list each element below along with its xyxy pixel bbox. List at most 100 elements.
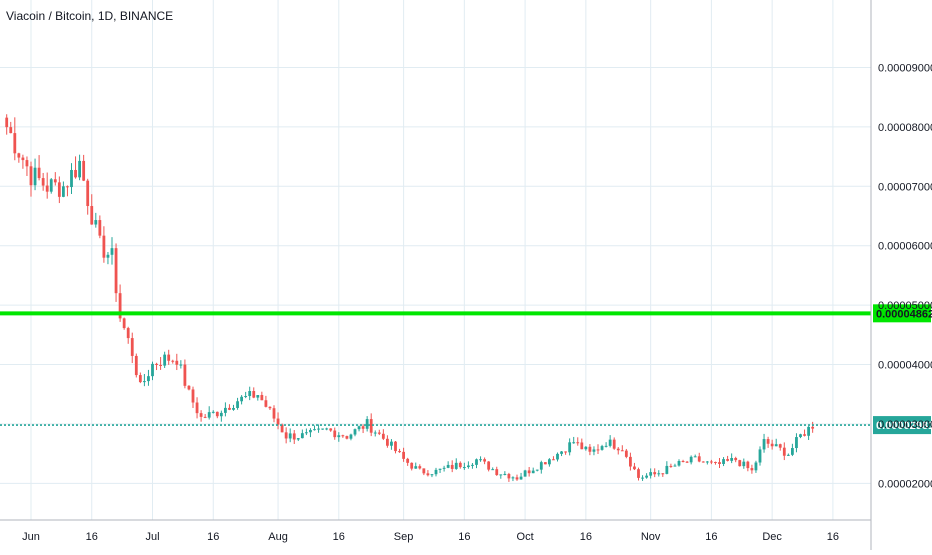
- candle-body: [175, 360, 179, 365]
- candle-body: [118, 293, 122, 319]
- candle-body: [353, 429, 357, 435]
- candle-body: [37, 167, 41, 179]
- candle-body: [94, 220, 98, 225]
- candle-body: [90, 206, 94, 225]
- candle-body: [730, 458, 734, 461]
- candle-body: [616, 448, 620, 451]
- candle-body: [750, 468, 754, 471]
- candle-body: [207, 412, 211, 418]
- candle-body: [596, 449, 600, 451]
- y-tick-label: 0.00005000: [878, 300, 932, 312]
- candle-body: [649, 472, 653, 476]
- candle-body: [410, 462, 414, 469]
- candle-body: [365, 419, 369, 429]
- candle-body: [264, 400, 268, 407]
- candle-body: [726, 459, 729, 461]
- candle-body: [86, 180, 90, 207]
- x-tick-label: Sep: [394, 531, 414, 543]
- candle-body: [155, 363, 158, 365]
- candle-body: [219, 412, 223, 417]
- candle-body: [406, 458, 410, 463]
- candle-body: [130, 338, 134, 356]
- candle-body: [438, 468, 442, 470]
- candle-body: [430, 474, 434, 476]
- candle-body: [53, 179, 57, 183]
- candle-body: [147, 376, 150, 382]
- candle-body: [487, 461, 491, 470]
- candle-body: [786, 454, 790, 456]
- candle-body: [766, 439, 770, 444]
- candle-body: [791, 448, 794, 455]
- candle-body: [799, 434, 802, 438]
- candle-body: [604, 445, 608, 447]
- candle-body: [600, 446, 604, 450]
- horizontal-lines[interactable]: 0.00004862 0.00002981: [0, 304, 932, 435]
- candle-body: [143, 381, 146, 383]
- candle-body: [45, 185, 49, 192]
- candle-body: [462, 467, 466, 469]
- candle-body: [402, 451, 405, 459]
- x-tick-label: Dec: [762, 531, 782, 543]
- candle-body: [511, 477, 515, 479]
- candle-body: [673, 465, 677, 467]
- candle-body: [313, 429, 316, 431]
- candle-body: [240, 396, 243, 402]
- candle-body: [98, 220, 102, 236]
- candle-body: [762, 439, 766, 450]
- candle-body: [689, 456, 693, 463]
- x-tick-label: 16: [827, 531, 839, 543]
- candle-body: [527, 470, 531, 474]
- candle-body: [179, 364, 183, 366]
- candle-body: [82, 160, 86, 181]
- candle-body: [236, 401, 239, 408]
- candle-body: [66, 186, 69, 188]
- candle-body: [811, 426, 815, 429]
- candle-body: [693, 456, 697, 458]
- candle-body: [669, 465, 673, 467]
- candle-body: [483, 459, 486, 462]
- grid-layer: [0, 0, 871, 520]
- candle-body: [9, 127, 13, 134]
- candle-body: [560, 451, 563, 454]
- candle-body: [317, 428, 320, 430]
- y-tick-label: 0.00002000: [878, 478, 932, 490]
- x-tick-label: 16: [580, 531, 592, 543]
- x-tick-label: Jul: [145, 531, 159, 543]
- candle-body: [495, 469, 499, 476]
- price-badge: [873, 416, 931, 435]
- candle-body: [151, 363, 154, 377]
- x-tick-label: 16: [705, 531, 717, 543]
- candle-body: [653, 472, 657, 475]
- candle-body: [543, 462, 547, 465]
- candle-body: [5, 117, 9, 128]
- candle-body: [373, 432, 377, 434]
- x-tick-label: 16: [207, 531, 219, 543]
- x-tick-label: 16: [458, 531, 470, 543]
- candle-body: [29, 166, 33, 186]
- x-tick-label: Oct: [517, 531, 534, 543]
- candle-body: [458, 462, 462, 468]
- candle-body: [244, 396, 248, 398]
- candle-body: [661, 473, 665, 475]
- candle-body: [41, 178, 45, 186]
- candle-body: [21, 157, 25, 161]
- x-tick-label: 16: [333, 531, 345, 543]
- candle-body: [13, 133, 17, 154]
- candle-body: [329, 428, 333, 431]
- price-badge-label: 0.00004862: [876, 308, 932, 320]
- candle-body: [499, 474, 503, 476]
- candle-body: [576, 442, 580, 444]
- candle-body: [187, 385, 191, 390]
- candle-body: [718, 462, 721, 464]
- candle-body: [446, 464, 450, 468]
- y-tick-label: 0.00006000: [878, 241, 932, 253]
- candle-body: [584, 446, 588, 450]
- candle-body: [620, 450, 624, 452]
- candle-body: [296, 438, 300, 440]
- candle-body: [78, 160, 81, 178]
- candle-body: [163, 354, 167, 366]
- candle-body: [305, 432, 308, 434]
- candle-body: [592, 449, 596, 452]
